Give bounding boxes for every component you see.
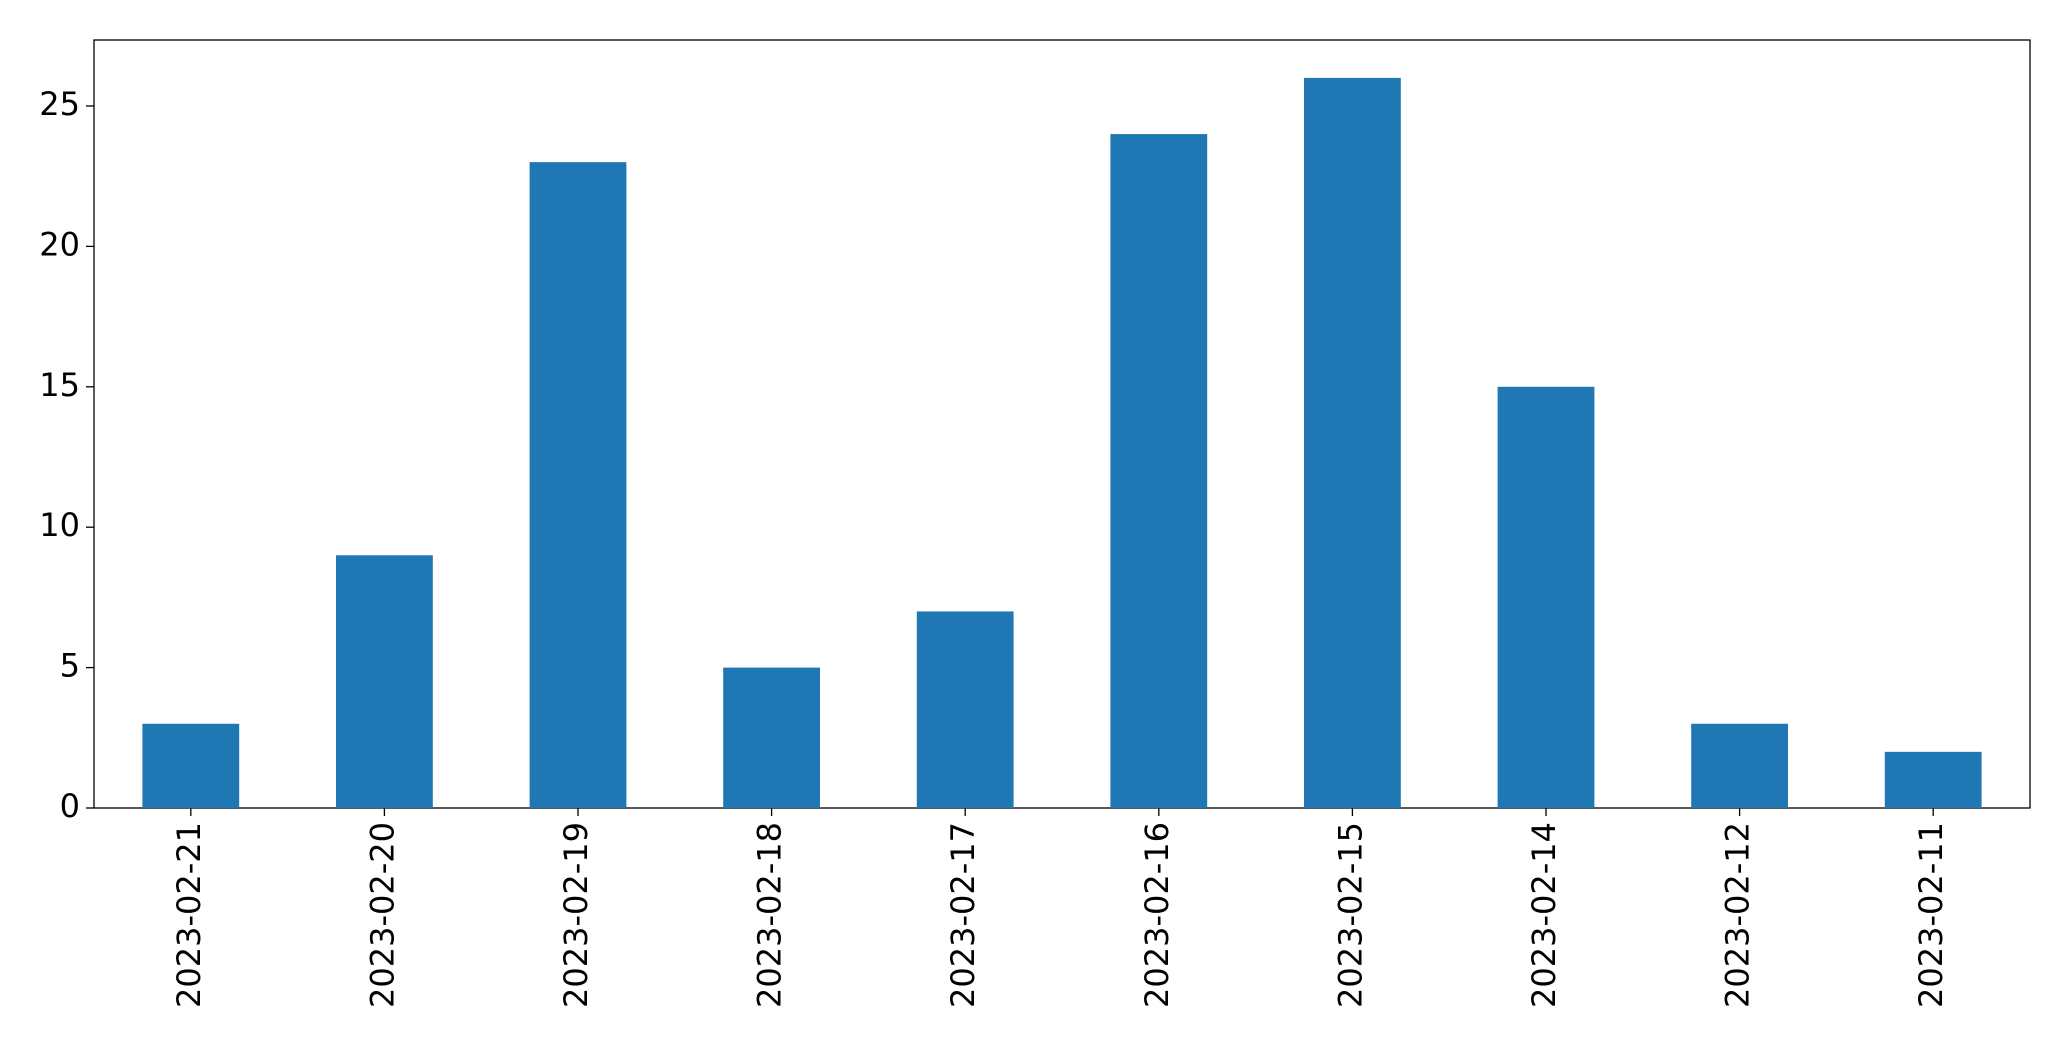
x-tick-label: 2023-02-21 — [170, 822, 208, 1008]
x-tick-label: 2023-02-18 — [751, 822, 789, 1008]
x-tick-label: 2023-02-16 — [1138, 822, 1176, 1008]
plot-frame — [93, 39, 2031, 809]
y-tick-label: 5 — [60, 647, 80, 685]
x-tick-label: 2023-02-12 — [1719, 822, 1757, 1008]
bar — [1304, 77, 1401, 809]
x-tick-label: 2023-02-11 — [1912, 822, 1950, 1008]
bar — [336, 555, 433, 808]
bar — [142, 723, 240, 808]
y-tick-label: 15 — [39, 366, 80, 404]
x-tick-label: 2023-02-15 — [1331, 822, 1369, 1008]
bar — [1691, 723, 1788, 808]
bar — [1884, 751, 1982, 808]
y-tick-label: 0 — [60, 787, 80, 825]
x-tick-label: 2023-02-20 — [363, 822, 401, 1008]
bar — [1497, 386, 1595, 808]
y-tick-label: 10 — [39, 506, 80, 544]
bar — [916, 611, 1014, 808]
bar — [529, 162, 627, 808]
bar — [723, 667, 820, 808]
x-tick-label: 2023-02-14 — [1525, 822, 1563, 1008]
bar — [1110, 134, 1208, 809]
y-tick-label: 25 — [39, 85, 80, 123]
y-tick-label: 20 — [39, 225, 80, 263]
x-tick-label: 2023-02-17 — [944, 822, 982, 1008]
x-tick-label: 2023-02-19 — [557, 822, 595, 1008]
